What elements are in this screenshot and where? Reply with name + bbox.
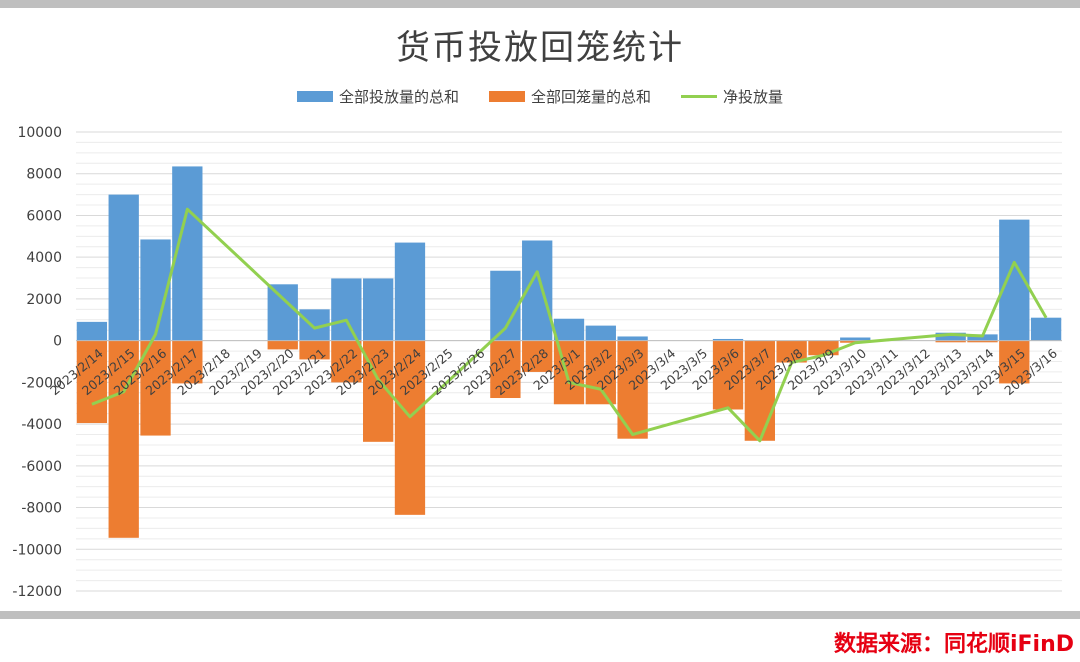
bar-supply (712, 338, 744, 341)
bar-withdraw (712, 340, 744, 410)
y-tick-label: 6000 (26, 208, 62, 224)
bar-withdraw (744, 340, 775, 441)
y-tick-label: 0 (53, 334, 62, 350)
bar-supply (935, 332, 966, 341)
y-tick-label: -12000 (12, 584, 62, 600)
bar-supply (108, 194, 139, 341)
bar-supply (363, 278, 394, 341)
bar-supply (76, 321, 108, 341)
source-note: 数据来源：同花顺iFinD (833, 632, 1074, 657)
legend-label-supply: 全部投放量的总和 (338, 88, 459, 106)
bar-withdraw (394, 340, 426, 515)
y-tick-label: -4000 (21, 417, 62, 433)
y-tick-label: 8000 (26, 167, 62, 183)
top-border (0, 0, 1080, 8)
legend-swatch-net (681, 95, 717, 98)
bottom-border (0, 611, 1080, 619)
chart-title: 货币投放回笼统计 (396, 28, 684, 68)
legend-item-supply: 全部投放量的总和 (296, 86, 459, 107)
y-tick-label: 10000 (17, 125, 62, 141)
bar-withdraw (76, 340, 108, 424)
legend-label-withdraw: 全部回笼量的总和 (530, 88, 651, 106)
y-tick-label: 2000 (26, 292, 62, 308)
bar-supply (267, 284, 298, 341)
legend-swatch-supply (296, 91, 333, 102)
bar-supply (331, 278, 362, 341)
y-tick-label: -2000 (21, 375, 62, 391)
bar-withdraw (522, 340, 553, 372)
bar-supply (617, 336, 648, 341)
bar-withdraw (267, 340, 298, 350)
y-tick-label: -10000 (12, 542, 62, 558)
y-tick-label: -8000 (21, 501, 62, 517)
legend-item-withdraw: 全部回笼量的总和 (488, 86, 651, 107)
bar-supply (1030, 317, 1062, 341)
bar-withdraw (999, 340, 1030, 384)
bar-withdraw (331, 340, 362, 383)
bar-withdraw (299, 340, 330, 360)
bar-supply (840, 337, 871, 341)
bar-withdraw (585, 340, 616, 405)
legend-swatch-withdraw (488, 91, 525, 102)
bar-withdraw (172, 340, 203, 384)
bar-supply (585, 325, 616, 341)
legend-label-net: 净投放量 (723, 88, 784, 106)
bar-supply (394, 242, 426, 341)
bar-withdraw (140, 340, 171, 436)
bar-withdraw (490, 340, 521, 399)
legend-item-net: 净投放量 (681, 86, 783, 107)
net-line (91, 207, 1048, 443)
bar-withdraw (935, 340, 966, 343)
legend: 全部投放量的总和 全部回笼量的总和 净投放量 (0, 86, 1080, 107)
bar-withdraw (967, 340, 998, 343)
y-tick-label: -6000 (21, 459, 62, 475)
bar-supply (553, 318, 585, 341)
bar-withdraw (776, 340, 807, 363)
y-tick-label: 4000 (26, 250, 62, 266)
